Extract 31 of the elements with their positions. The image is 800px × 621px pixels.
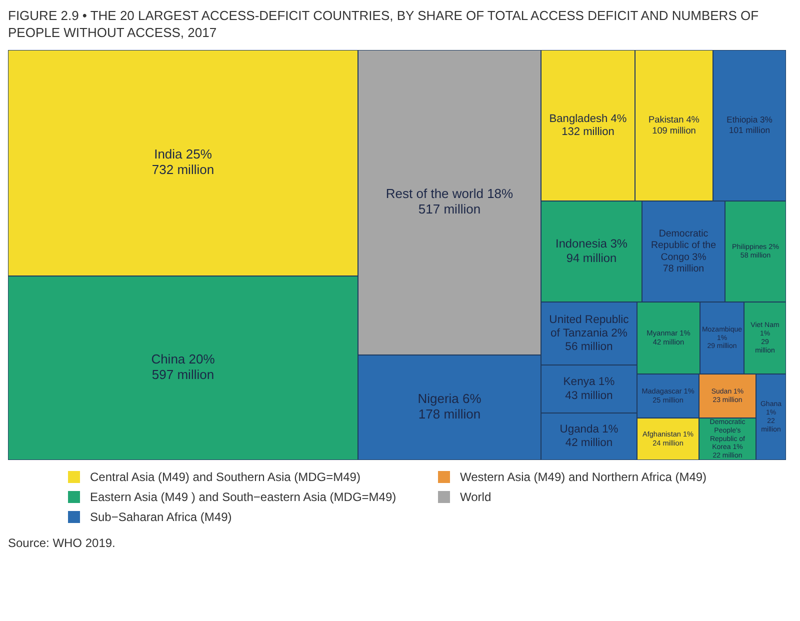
category-label: Rest of the world 18% <box>386 186 514 201</box>
legend-label: Western Asia (M49) and Northern Africa (M49) <box>460 470 707 484</box>
data-label: 43 million <box>565 390 613 402</box>
legend-label: Eastern Asia (M49 ) and South−eastern Asia (MDG=M49) <box>90 490 396 504</box>
category-label: Democratic Republic of the Congo 3% <box>650 228 716 263</box>
category-label: India 25% <box>154 146 212 162</box>
category-label: Uganda 1% <box>560 424 618 436</box>
category-label: Bangladesh 4% <box>549 112 627 125</box>
category-label: Indonesia 3% <box>556 236 628 250</box>
category-label: Ethiopia 3% <box>726 114 773 124</box>
data-label: 732 million <box>152 162 214 178</box>
data-label: 42 million <box>565 436 613 449</box>
source-note: Source: WHO 2019. <box>8 536 116 550</box>
data-label: 517 million <box>418 202 481 217</box>
data-label: 78 million <box>662 263 704 274</box>
category-label: United Republic of Tanzania 2% <box>549 314 630 340</box>
data-label: 101 million <box>728 124 770 135</box>
legend-label: Sub−Saharan Africa (M49) <box>90 510 232 524</box>
category-label: China 20% <box>151 351 216 366</box>
data-label: 94 million <box>566 250 617 265</box>
data-label: 178 million <box>418 406 481 422</box>
legend-label: Central Asia (M49) and Southern Asia (MDG=M49) <box>90 470 360 484</box>
data-label: 132 million <box>562 126 614 138</box>
category-label: Nigeria 6% <box>418 390 482 406</box>
category-label: Pakistan 4% <box>648 114 700 124</box>
data-label: 109 million <box>652 125 696 136</box>
data-label: 597 million <box>152 367 214 382</box>
text: FIGURE 2.9 • THE 20 LARGEST ACCESS-DEFICIT COUNTRIES, BY SHARE OF TOTAL ACCESS DEFICIT AND NUMBERS OF PEOPLE WITHOUT ACCESS, 2017 <box>8 8 760 42</box>
category-label: Kenya 1% <box>563 376 615 388</box>
data-label: 56 million <box>565 340 613 353</box>
legend-label: World <box>460 490 492 504</box>
